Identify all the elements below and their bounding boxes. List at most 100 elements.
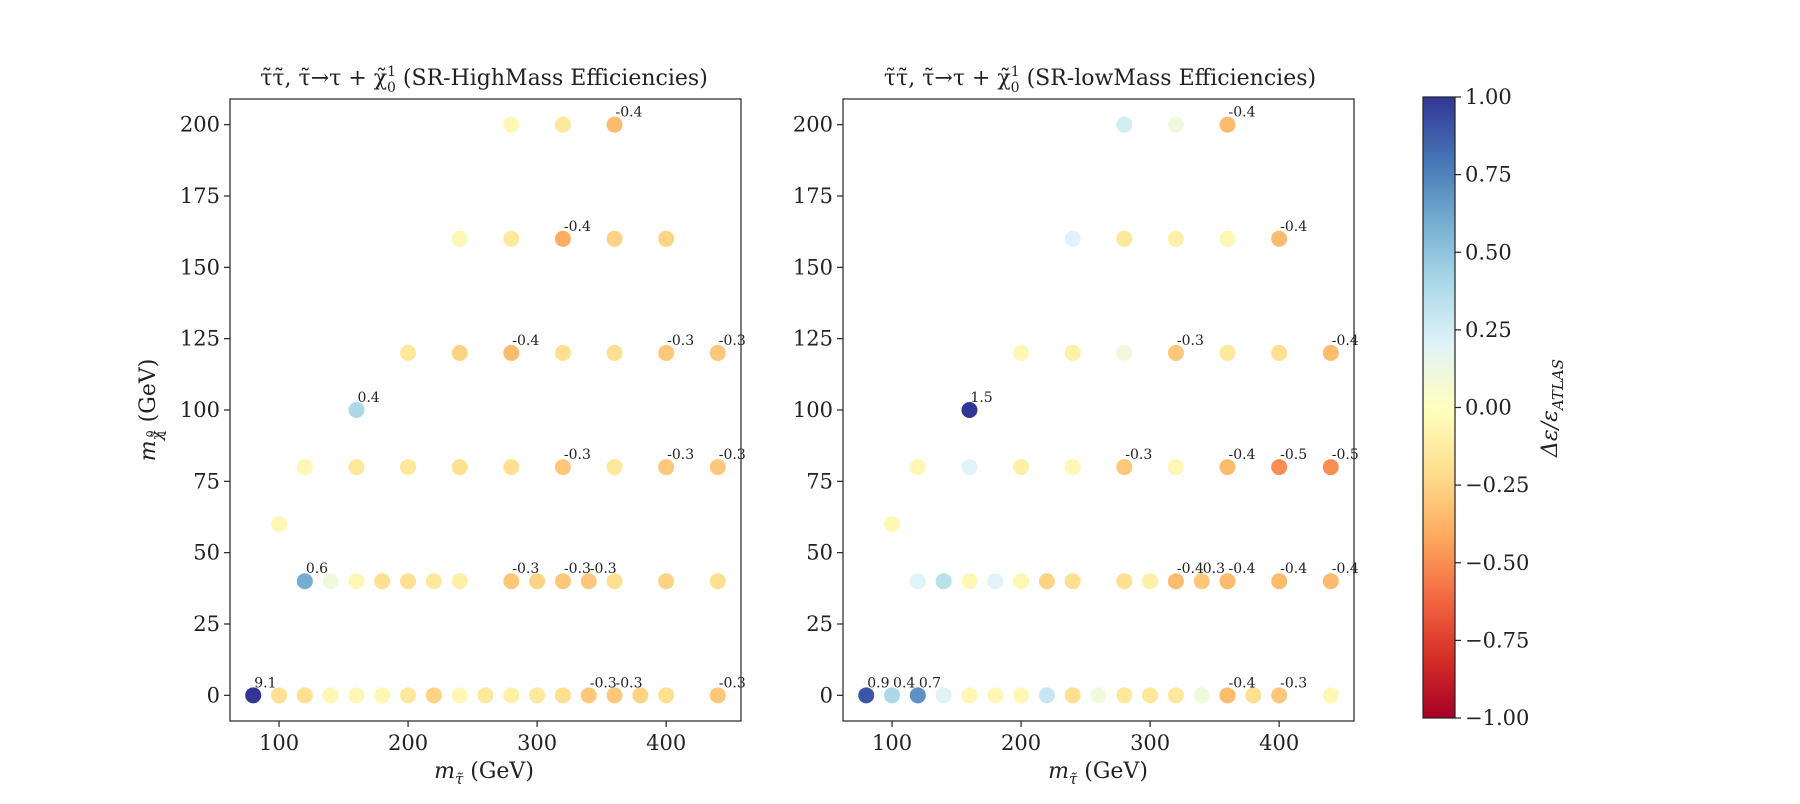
right-point-label: -0.4 <box>1280 561 1307 577</box>
left-data-point <box>374 687 391 704</box>
right-y-tick-label: 50 <box>806 541 833 565</box>
right-data-point <box>1245 687 1262 704</box>
right-data-point <box>1167 230 1184 247</box>
left-y-axis-title: mχ̃01 (GeV) <box>136 359 169 462</box>
colorbar-gradient <box>1422 96 1456 719</box>
colorbar: 1.00 0.75 0.50 0.25 0.00 −0.25 −0.50 −0.75 −1.00… <box>1422 85 1567 730</box>
right-data-point <box>1219 344 1236 361</box>
right-data-point <box>1013 573 1030 590</box>
left-y-tick-label: 175 <box>180 184 220 208</box>
left-data-point <box>451 573 468 590</box>
right-y-tick-label: 175 <box>793 184 833 208</box>
left-point-label: -0.3 <box>616 675 643 691</box>
right-point-label: 0.9 <box>867 675 889 691</box>
left-point-label: -0.3 <box>719 447 746 463</box>
left-data-point <box>503 687 520 704</box>
right-data-point <box>909 573 926 590</box>
left-data-point <box>606 459 623 476</box>
right-y-ticks: 0 25 50 75 100 125 150 175 200 <box>793 113 843 707</box>
right-point-label: 0.7 <box>919 675 941 691</box>
left-y-tick-label: 100 <box>180 398 220 422</box>
right-y-tick-label: 75 <box>806 469 833 493</box>
colorbar-tick-label: 0.75 <box>1465 163 1512 187</box>
right-data-point <box>1193 687 1210 704</box>
right-point-label: -0.5 <box>1332 447 1359 463</box>
colorbar-tick-label: −0.50 <box>1465 551 1529 575</box>
left-point-label: -0.4 <box>564 219 591 235</box>
right-point-label: -0.3 <box>1177 333 1204 349</box>
left-data-point <box>580 573 597 590</box>
left-data-point <box>503 344 520 361</box>
left-data-point <box>348 459 365 476</box>
right-data-point <box>1219 573 1236 590</box>
left-data-point <box>296 687 313 704</box>
right-data-point <box>1167 116 1184 133</box>
left-data-point <box>580 687 597 704</box>
colorbar-label: Δε/εATLAS <box>1538 359 1567 458</box>
right-data-point <box>1271 230 1288 247</box>
left-data-point <box>271 687 288 704</box>
right-point-labels: 0.9 0.4 0.7 -0.4 -0.3-0.40.3 -0.4 -0.4 -0.4-0.3… <box>867 105 1359 692</box>
right-data-point <box>1090 687 1107 704</box>
right-x-tick-label: 200 <box>1001 731 1041 755</box>
left-data-point <box>271 516 288 533</box>
left-x-tick-label: 100 <box>259 731 299 755</box>
left-data-point <box>606 230 623 247</box>
right-data-point <box>1013 344 1030 361</box>
right-scatter-panel: τ̃τ̃, τ̃→τ + χ̃1 0 (SR-lowMass Efficienci… <box>793 64 1359 788</box>
right-plot-area <box>842 98 1355 722</box>
left-point-label: 0.4 <box>357 390 379 406</box>
right-data-point <box>1271 573 1288 590</box>
left-data-point <box>554 573 571 590</box>
left-data-point <box>709 687 726 704</box>
right-data-point <box>1271 687 1288 704</box>
right-data-point <box>987 573 1004 590</box>
right-data-point <box>1116 116 1133 133</box>
right-data-point <box>1167 344 1184 361</box>
left-point-label: -0.3 <box>564 447 591 463</box>
left-data-point <box>529 573 546 590</box>
left-point-label: -0.4 <box>512 333 539 349</box>
left-data-point <box>529 687 546 704</box>
right-point-label: -0.4 <box>1229 105 1256 121</box>
left-plot-area <box>229 98 742 722</box>
right-x-axis-title: mτ̃ (GeV) <box>1048 759 1148 788</box>
right-data-point <box>1013 459 1030 476</box>
left-y-tick-label: 25 <box>193 612 220 636</box>
left-y-tick-label: 75 <box>193 469 220 493</box>
right-data-point <box>1116 687 1133 704</box>
colorbar-tick-label: −0.75 <box>1465 628 1529 652</box>
left-data-point <box>322 573 339 590</box>
left-data-point <box>348 687 365 704</box>
colorbar-tick-label: 0.50 <box>1465 240 1512 264</box>
right-data-point <box>1116 459 1133 476</box>
left-data-point <box>658 687 675 704</box>
right-data-point <box>1116 230 1133 247</box>
left-data-point <box>658 459 675 476</box>
colorbar-tick-label: 0.00 <box>1465 396 1512 420</box>
right-data-point <box>961 687 978 704</box>
right-x-tick-label: 300 <box>1130 731 1170 755</box>
right-data-point <box>961 573 978 590</box>
left-data-point <box>400 687 417 704</box>
left-data-point <box>400 573 417 590</box>
right-data-point <box>884 687 901 704</box>
right-data-point <box>1322 459 1339 476</box>
left-data-point <box>606 116 623 133</box>
left-point-label: -0.3 <box>512 561 539 577</box>
left-point-label: 9.1 <box>254 675 276 691</box>
left-x-tick-label: 400 <box>646 731 686 755</box>
right-data-point <box>1142 687 1159 704</box>
left-point-label: -0.3 <box>667 447 694 463</box>
left-data-point <box>554 687 571 704</box>
left-data-points <box>245 116 726 704</box>
right-point-label: -0.4 <box>1177 561 1204 577</box>
left-data-point <box>245 687 262 704</box>
left-scatter-panel: τ̃τ̃, τ̃→τ + χ̃1 0 (SR-HighMass Efficienc… <box>136 64 746 788</box>
right-data-point <box>1038 687 1055 704</box>
right-data-point <box>909 687 926 704</box>
left-data-point <box>451 230 468 247</box>
right-point-label: 0.3 <box>1203 561 1225 577</box>
